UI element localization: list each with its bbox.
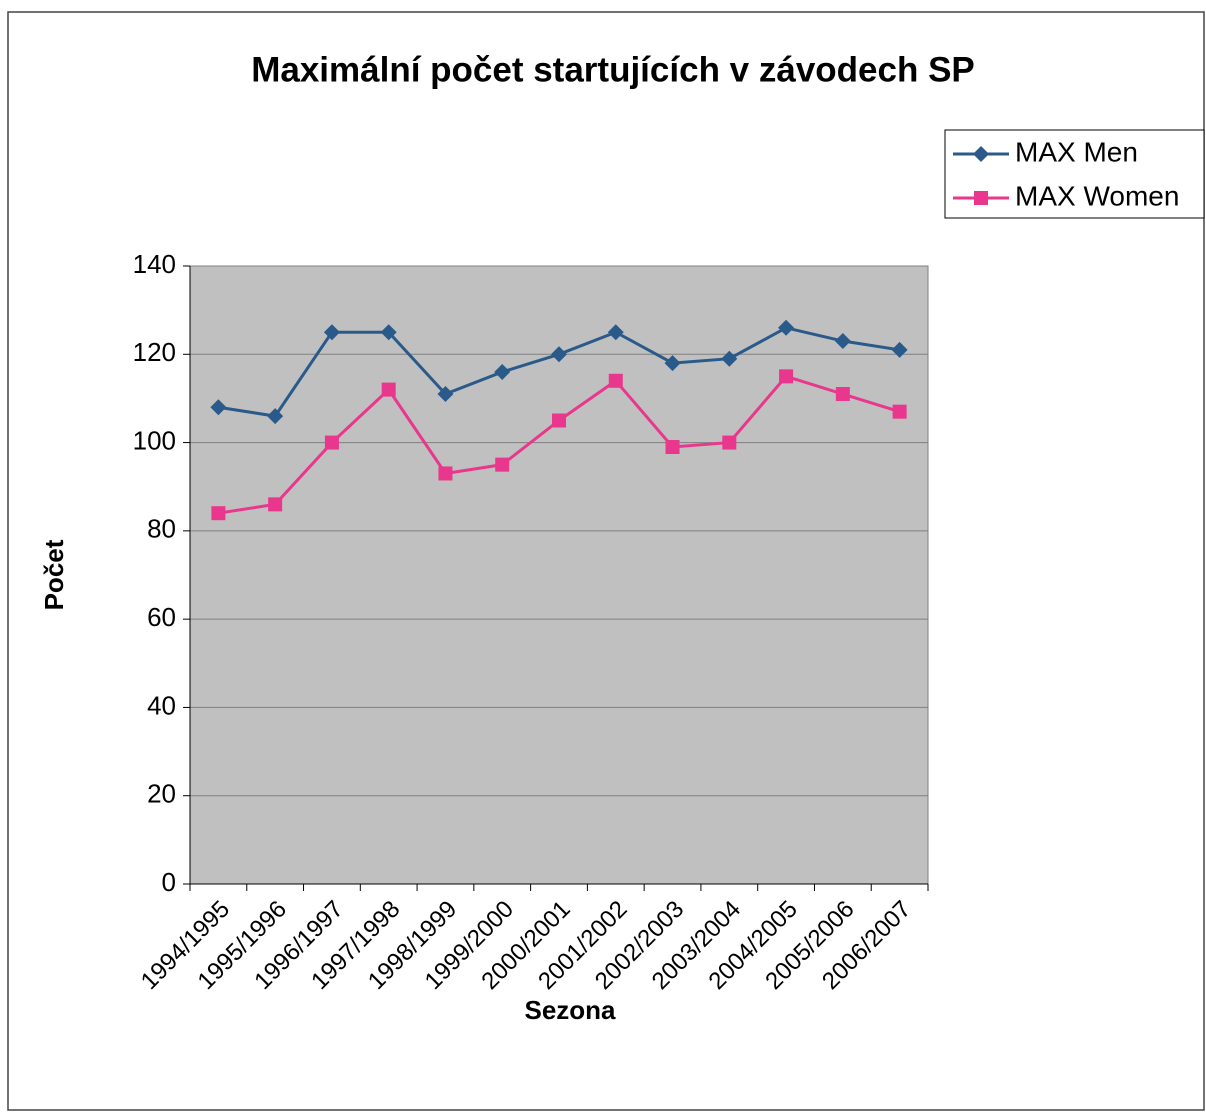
- marker: [438, 466, 453, 481]
- marker: [267, 408, 284, 425]
- marker: [494, 363, 511, 380]
- y-tick-label: 0: [162, 867, 176, 897]
- y-tick-label: 20: [147, 779, 176, 809]
- y-tick-label: 40: [147, 690, 176, 720]
- marker: [268, 497, 283, 512]
- marker: [551, 346, 567, 363]
- marker: [608, 373, 623, 388]
- legend-box: [944, 129, 1205, 219]
- marker: [974, 191, 988, 205]
- marker: [722, 435, 737, 450]
- marker: [778, 319, 795, 336]
- marker: [835, 387, 850, 402]
- marker: [437, 386, 454, 403]
- marker: [721, 350, 738, 367]
- plot-area: [189, 265, 929, 885]
- chart-title: Maximální počet startujících v závodech …: [251, 50, 975, 89]
- legend-label: MAX Women: [1015, 180, 1179, 211]
- marker: [607, 324, 624, 341]
- marker: [210, 399, 227, 416]
- marker: [495, 457, 510, 472]
- y-axis-label: Počet: [39, 539, 69, 610]
- marker: [552, 413, 566, 428]
- marker: [892, 404, 907, 419]
- marker: [380, 324, 397, 341]
- marker: [323, 324, 340, 341]
- y-tick-label: 60: [147, 602, 176, 632]
- legend-label: MAX Men: [1015, 136, 1138, 167]
- y-tick-label: 120: [133, 337, 176, 367]
- marker: [381, 382, 396, 397]
- y-tick-label: 140: [133, 249, 176, 279]
- x-axis-label: Sezona: [524, 995, 616, 1025]
- marker: [779, 369, 794, 384]
- marker: [211, 506, 226, 521]
- y-tick-label: 80: [147, 514, 176, 544]
- marker: [891, 341, 908, 358]
- marker: [973, 146, 989, 162]
- y-tick-label: 100: [133, 425, 176, 455]
- marker: [664, 355, 681, 372]
- marker: [665, 439, 680, 454]
- marker: [324, 435, 339, 450]
- marker: [834, 333, 851, 350]
